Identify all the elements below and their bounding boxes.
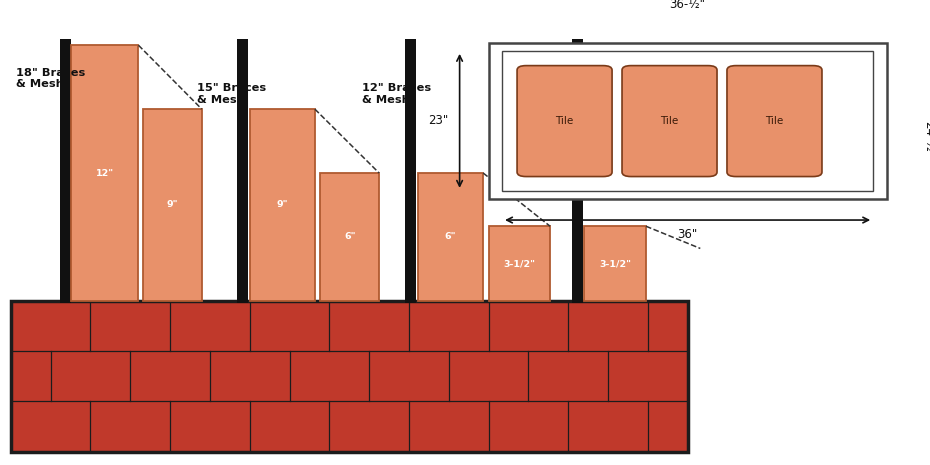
Bar [11, 301, 687, 452]
Text: Tile: Tile [555, 116, 574, 126]
Text: 24-½": 24-½" [922, 121, 930, 157]
Text: 9": 9" [166, 200, 179, 209]
Text: Tile: Tile [660, 116, 679, 126]
Bar [488, 43, 886, 199]
Bar [143, 109, 202, 301]
Bar [488, 226, 550, 301]
Text: 15" Braces
& Mesh: 15" Braces & Mesh [197, 83, 266, 105]
Text: 12" Braces
& Mesh: 12" Braces & Mesh [362, 83, 431, 105]
Text: 3-1/2": 3-1/2" [599, 259, 631, 268]
Text: 12": 12" [96, 168, 113, 178]
Bar [11, 301, 687, 452]
Bar [237, 39, 248, 303]
Text: 36-½": 36-½" [670, 0, 706, 11]
Text: 9" Braces
& Mesh: 9" Braces & Mesh [543, 92, 604, 114]
FancyBboxPatch shape [622, 66, 717, 177]
Text: 6": 6" [445, 232, 457, 241]
Bar [572, 39, 583, 303]
Text: 23": 23" [429, 114, 449, 127]
Text: 6": 6" [344, 232, 355, 241]
Bar [250, 109, 315, 301]
Text: 36": 36" [677, 228, 698, 241]
Text: 9": 9" [276, 200, 288, 209]
Bar [320, 173, 379, 301]
Bar [584, 226, 646, 301]
Text: Tile: Tile [765, 116, 784, 126]
FancyBboxPatch shape [727, 66, 822, 177]
FancyBboxPatch shape [517, 66, 612, 177]
Bar [405, 39, 417, 303]
Bar [502, 51, 873, 191]
Text: 3-1/2": 3-1/2" [503, 259, 536, 268]
Bar [60, 39, 71, 303]
Text: 18" Braces
& Mesh: 18" Braces & Mesh [17, 68, 86, 89]
Bar [418, 173, 484, 301]
Bar [71, 45, 139, 301]
